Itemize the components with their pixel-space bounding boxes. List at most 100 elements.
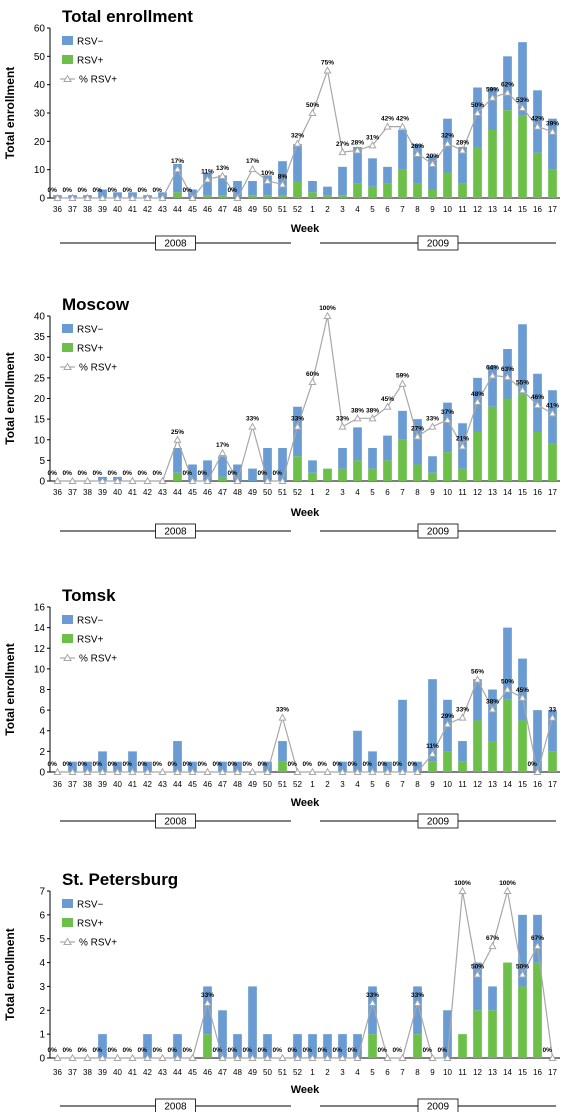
panel-title: Total enrollment [62,7,193,26]
point-pct-rsv [413,767,422,776]
point-pct-rsv [53,767,62,776]
data-label-pct: 59% [396,373,409,380]
point-pct-rsv [518,103,527,111]
year-box [417,523,459,539]
y-tick-label: 35 [34,332,46,343]
bar-rsv-neg [398,410,407,440]
point-pct-rsv [488,941,497,950]
point-pct-rsv [248,1053,257,1062]
y-tick-label: 0 [39,477,45,488]
point-pct-rsv [113,476,122,485]
data-label-pct: 25% [171,429,184,436]
bar-rsv-neg [338,1034,347,1058]
bar-rsv-pos [368,1034,377,1058]
bar-rsv-pos [338,195,347,198]
legend-marker-pct-rsv [63,937,72,945]
bar-rsv-pos [323,195,332,198]
point-pct-rsv [263,767,272,776]
point-pct-rsv [248,164,257,173]
bar-rsv-neg [188,464,197,481]
bar-rsv-neg [533,710,542,772]
point-pct-rsv [308,767,317,776]
x-tick-label: 46 [203,488,212,497]
bar-rsv-neg [203,172,212,196]
legend-swatch-rsv-neg [62,36,73,45]
data-label-pct: 50% [306,102,319,109]
bar-rsv-neg [308,460,317,473]
data-label-pct: 0% [183,187,193,194]
legend-swatch-rsv-pos [62,634,73,643]
bar-rsv-pos [548,443,557,481]
data-label-pct: 0% [48,187,58,194]
data-label-pct: 0% [183,1047,193,1054]
bar-rsv-neg [428,456,437,473]
point-pct-rsv [368,998,377,1006]
data-label-pct: 0% [93,187,103,194]
x-tick-label: 9 [430,488,435,497]
bar-rsv-neg [428,155,437,190]
point-pct-rsv [323,66,332,74]
point-pct-rsv [458,442,467,450]
bar-rsv-neg [548,390,557,444]
legend-label-rsv-neg: RSV− [77,616,104,627]
bar-rsv-pos [488,406,497,481]
bar-rsv-neg [338,761,347,772]
bar-rsv-pos [518,115,527,198]
point-pct-rsv [68,1053,77,1062]
data-label-pct: 48% [471,391,484,398]
point-pct-rsv [83,476,92,485]
bar-rsv-neg [338,448,347,469]
x-tick-label: 36 [53,1068,62,1077]
bar-rsv-neg [353,427,362,461]
x-tick-label: 46 [203,1068,212,1077]
year-box [155,813,196,829]
bar-rsv-pos [503,962,512,1058]
data-label-pct: 0% [228,187,238,194]
bar-rsv-neg [173,448,182,473]
y-tick-label: 7 [39,887,45,898]
x-tick-label: 50 [263,1068,272,1077]
data-label-pct: 0% [258,470,268,477]
data-label-pct: 0% [258,761,268,768]
y-tick-label: 16 [34,603,46,614]
y-tick-label: 15 [34,415,46,426]
point-pct-rsv [488,93,497,101]
x-tick-label: 47 [218,205,227,214]
bar-rsv-pos [203,195,212,198]
x-tick-label: 49 [248,205,257,214]
bar-rsv-neg [278,448,287,481]
legend-swatch-rsv-pos [62,55,73,64]
point-pct-rsv [293,1053,302,1062]
bar-rsv-pos [353,183,362,198]
data-label-pct: 0% [213,761,223,768]
point-pct-rsv [98,476,107,485]
point-pct-rsv [353,1053,362,1062]
x-tick-label: 48 [233,205,242,214]
bar-rsv-neg [413,986,422,1035]
point-pct-rsv [143,193,152,202]
x-tick-label: 50 [263,488,272,497]
point-pct-rsv [188,193,197,202]
point-pct-rsv [128,1053,137,1062]
point-pct-rsv [68,193,77,202]
data-label-pct: 8% [278,173,288,180]
y-tick-label: 6 [39,706,45,717]
bar-rsv-pos [473,1010,482,1058]
point-pct-rsv [248,422,257,430]
point-pct-rsv [53,1053,62,1062]
point-pct-rsv [83,193,92,202]
point-pct-rsv [338,147,347,156]
panel-title: Moscow [62,295,130,314]
data-label-pct: 38% [366,407,379,414]
data-label-pct: 33% [456,707,469,714]
point-pct-rsv [443,415,452,424]
point-pct-rsv [233,767,242,776]
point-pct-rsv [83,1053,92,1062]
data-label-pct: 31% [366,134,379,141]
x-tick-label: 14 [503,780,512,789]
point-pct-rsv [413,149,422,157]
data-label-pct: 17% [246,158,259,165]
point-pct-rsv [143,476,152,485]
bar-rsv-pos [458,183,467,198]
series-line-pct-rsv [57,678,554,773]
